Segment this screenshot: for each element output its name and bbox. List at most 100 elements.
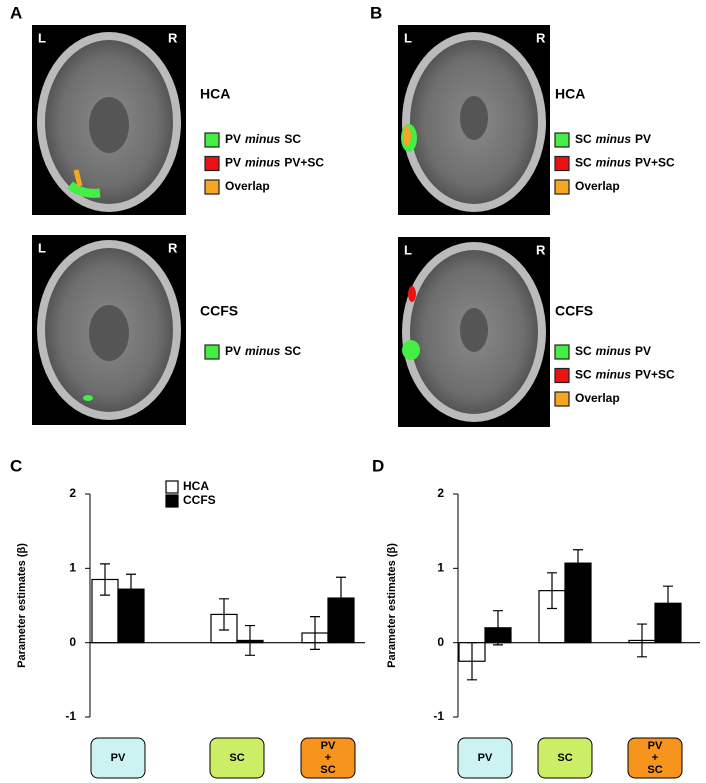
legend-text: SC [284,132,301,146]
brain-image [32,25,186,215]
panel-label: C [10,456,22,475]
category-label: SC [557,752,572,764]
orientation-label: R [168,30,178,45]
group-label: CCFS [200,303,238,319]
error-bar [245,624,255,656]
y-tick-label: 1 [437,561,444,575]
y-tick-label: 2 [437,486,444,500]
orientation-label: L [404,242,412,257]
error-bar [126,573,136,605]
orientation-label: R [536,242,546,257]
legend-text: Overlap [575,179,620,193]
error-bar [467,642,477,681]
panel-label: D [372,456,384,475]
legend-label: SC minus PV [575,132,651,146]
category-line: PV [321,740,336,752]
legend-label: SC minus PV+SC [575,156,675,170]
legend-swatch [204,344,220,360]
error-bar [637,623,647,658]
y-tick-label: -1 [433,709,444,723]
brain-image [398,237,550,427]
legend-label: PV minus SC [225,344,301,358]
error-bar [493,610,503,646]
legend-text: PV+SC [635,156,675,170]
legend-text: Overlap [575,391,620,405]
group-label: HCA [555,86,585,102]
category-label: PV + SC [647,740,663,776]
legend-text: SC [575,344,592,358]
legend-swatch [554,367,570,384]
category-label: SC [229,752,244,764]
category-label: PV [111,752,126,764]
legend-swatch [204,179,220,195]
legend-text: PV [225,156,241,170]
orientation-label: L [38,240,46,255]
legend-swatch [554,344,570,360]
brain-image [32,235,186,425]
legend-label: CCFS [183,493,216,507]
legend-swatch [554,155,570,172]
error-bar [663,585,673,621]
legend-text: SC [575,156,592,170]
legend-label: SC minus PV [575,344,651,358]
legend-text: SC [575,132,592,146]
legend-label: HCA [183,479,209,493]
legend-text: PV+SC [635,368,675,382]
legend-text: minus [596,368,632,382]
group-label: HCA [200,86,230,102]
y-axis-label: Parameter estimates (β) [386,543,398,668]
category-box [209,737,265,779]
y-tick-label: 0 [437,635,444,649]
legend-text: minus [596,344,632,358]
y-axis-label: Parameter estimates (β) [16,543,28,668]
brain-images [32,25,550,427]
category-line: + [652,752,658,764]
legend-swatch [204,155,220,172]
y-tick-label: -1 [65,709,76,723]
legend-label: SC minus PV+SC [575,368,675,382]
category-line: SC [320,764,335,776]
category-box [90,737,146,779]
y-tick-label: 0 [69,635,76,649]
orientation-label: L [404,30,412,45]
category-line: PV [648,740,663,752]
legend-swatch [204,132,220,148]
legend-label: PV minus SC [225,132,301,146]
legend-swatch [554,179,570,195]
legend-swatch [554,132,570,148]
legend-text: PV [225,344,241,358]
legend-label: Overlap [575,391,620,405]
legend-swatch [165,494,179,508]
orientation-label: R [168,240,178,255]
category-box [627,737,683,779]
category-box [300,737,356,779]
group-label: CCFS [555,303,593,319]
y-tick-label: 2 [69,486,76,500]
legend-swatch [165,480,179,494]
category-label: PV + SC [320,740,336,776]
legend-text: minus [596,132,632,146]
panel-label: A [10,3,22,22]
error-bar [100,563,110,596]
category-line: SC [647,764,662,776]
category-box [537,737,593,779]
legend-text: PV [225,132,241,146]
legend-text: SC [575,368,592,382]
error-bar [336,576,346,620]
legend-label: Overlap [225,179,270,193]
category-line: + [325,752,331,764]
legend-text: minus [245,132,281,146]
legend-text: PV [635,344,651,358]
error-bar [310,616,320,650]
category-label: PV [478,752,493,764]
legend-swatch [554,391,570,407]
error-bar [219,598,229,631]
legend-label: PV minus PV+SC [225,156,324,170]
legend-text: PV+SC [284,156,324,170]
error-bar [547,572,557,610]
brain-image [398,25,550,215]
panel-label: B [370,3,382,22]
y-tick-label: 1 [69,561,76,575]
legend-text: SC [284,344,301,358]
